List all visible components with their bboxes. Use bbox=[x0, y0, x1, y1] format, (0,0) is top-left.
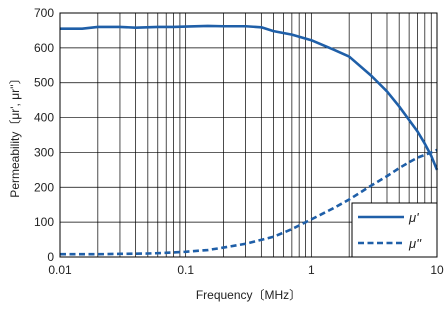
legend-box bbox=[351, 202, 438, 258]
x-tick-label: 10 bbox=[430, 263, 444, 277]
y-tick-label: 600 bbox=[34, 41, 54, 55]
y-tick-label: 500 bbox=[34, 76, 54, 90]
series-line-mu-double-prime bbox=[60, 148, 438, 256]
x-axis-label: Frequency〔MHz〕 bbox=[196, 288, 301, 302]
y-axis-label: Permeability〔μr', μr''〕 bbox=[8, 72, 22, 197]
y-tick-label: 400 bbox=[34, 111, 54, 125]
plot-frame bbox=[59, 12, 438, 258]
series-lines bbox=[60, 24, 439, 256]
y-tick-labels: 0 100 200 300 400 500 600 700 bbox=[34, 6, 54, 264]
x-tick-labels: 0.01 0.1 1 10 bbox=[48, 263, 444, 277]
x-tick-label: 0.01 bbox=[48, 263, 72, 277]
y-tick-label: 300 bbox=[34, 145, 54, 159]
x-tick-label: 1 bbox=[308, 263, 315, 277]
y-tick-label: 700 bbox=[34, 6, 54, 20]
y-tick-label: 100 bbox=[34, 215, 54, 229]
legend: μ' μ'' bbox=[351, 202, 438, 258]
x-tick-label: 0.1 bbox=[177, 263, 194, 277]
series-line-mu-prime bbox=[60, 24, 439, 171]
legend-label-mu-double-prime: μ'' bbox=[408, 236, 422, 251]
y-tick-label: 200 bbox=[34, 180, 54, 194]
y-tick-label: 0 bbox=[47, 250, 54, 264]
legend-label-mu-prime: μ' bbox=[408, 210, 419, 225]
